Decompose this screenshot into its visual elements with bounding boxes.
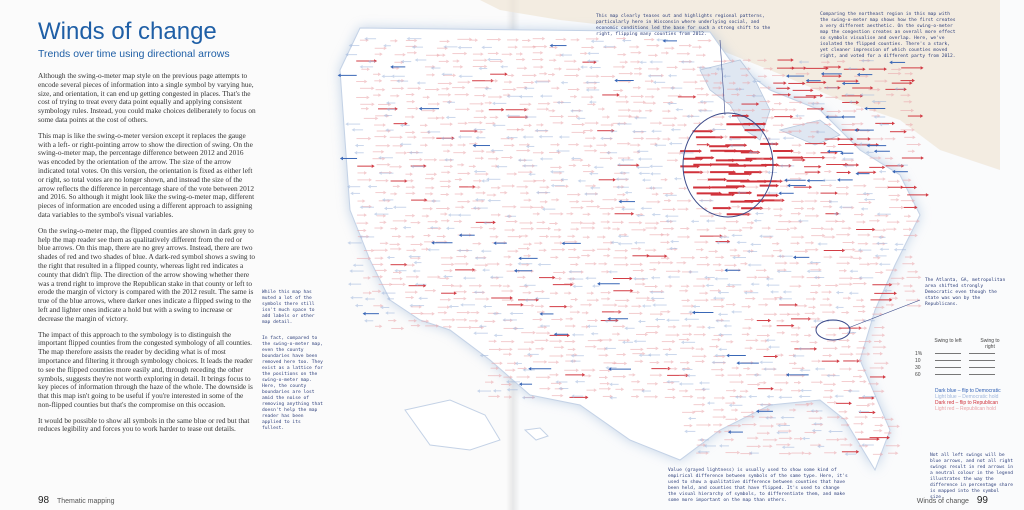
legend-hold-democratic: Light blue – Democratic hold: [935, 394, 999, 400]
paragraph-5: It would be possible to show all symbols…: [38, 415, 250, 434]
right-folio: Winds of change 99: [917, 495, 988, 506]
legend-row: 60: [915, 371, 1005, 378]
alaska: [404, 399, 501, 451]
legend-swing-right: Swing to right: [980, 338, 1000, 350]
page-subtitle: Trends over time using directional arrow…: [38, 48, 230, 60]
paragraph-4: The impact of this approach to the symbo…: [38, 329, 253, 409]
atlanta-highlight-circle: [815, 319, 851, 341]
annotation-atlanta: The Atlanta, GA, metropolitan area shift…: [925, 278, 1006, 307]
annotation-wisconsin: This map clearly teases out and highligh…: [596, 14, 771, 37]
legend-hold-republican: Light red – Republican hold: [935, 406, 996, 412]
annotation-boundaries: In fact, compared to the swing-o-meter m…: [262, 336, 323, 431]
section-label-left: Thematic mapping: [56, 498, 115, 505]
leader-line-top: [719, 39, 726, 116]
legend-flip-republican: Dark red – flip to Republican: [935, 400, 999, 406]
annotation-value: Value (grayed lightness) is usually used…: [668, 468, 848, 503]
leader-line-atlanta: [847, 299, 921, 329]
annotation-labels: While this map has muted a lot of the sy…: [262, 290, 315, 325]
legend-row: 30: [915, 364, 1005, 371]
annotation-northeast: Comparing the northeast region in this m…: [820, 12, 956, 59]
wisconsin-highlight-circle: [682, 112, 774, 218]
annotation-arrows: Not all left swings will be blue arrows,…: [930, 453, 1013, 500]
us-swing-arrow-map: [337, 0, 1000, 472]
paragraph-3: On the swing-o-meter map, the flipped co…: [38, 225, 256, 323]
page-title: Winds of change: [38, 18, 217, 45]
section-label-right: Winds of change: [916, 498, 969, 505]
left-folio: 98 Thematic mapping: [38, 495, 115, 506]
body-text: Although the swing-o-meter map style on …: [38, 71, 256, 441]
paragraph-1: Although the swing-o-meter map style on …: [38, 71, 256, 124]
legend-color-key: Dark blue – flip to Democratic Light blu…: [935, 388, 1001, 412]
page-number-right: 99: [976, 495, 988, 506]
legend-row: 1%: [915, 350, 1005, 357]
legend-flip-democratic: Dark blue – flip to Democratic: [935, 388, 1001, 394]
paragraph-2: This map is like the swing-o-meter versi…: [38, 130, 255, 219]
legend-row: 10: [915, 357, 1005, 364]
page-number-left: 98: [38, 495, 50, 506]
hawaii: [523, 427, 549, 441]
legend-swing-left: Swing to left: [934, 338, 962, 344]
swing-arrows-layer: [337, 36, 929, 457]
canada-land: [480, 0, 1000, 170]
map-legend: Swing to left Swing to right 1% 10 30 60: [915, 338, 1005, 378]
